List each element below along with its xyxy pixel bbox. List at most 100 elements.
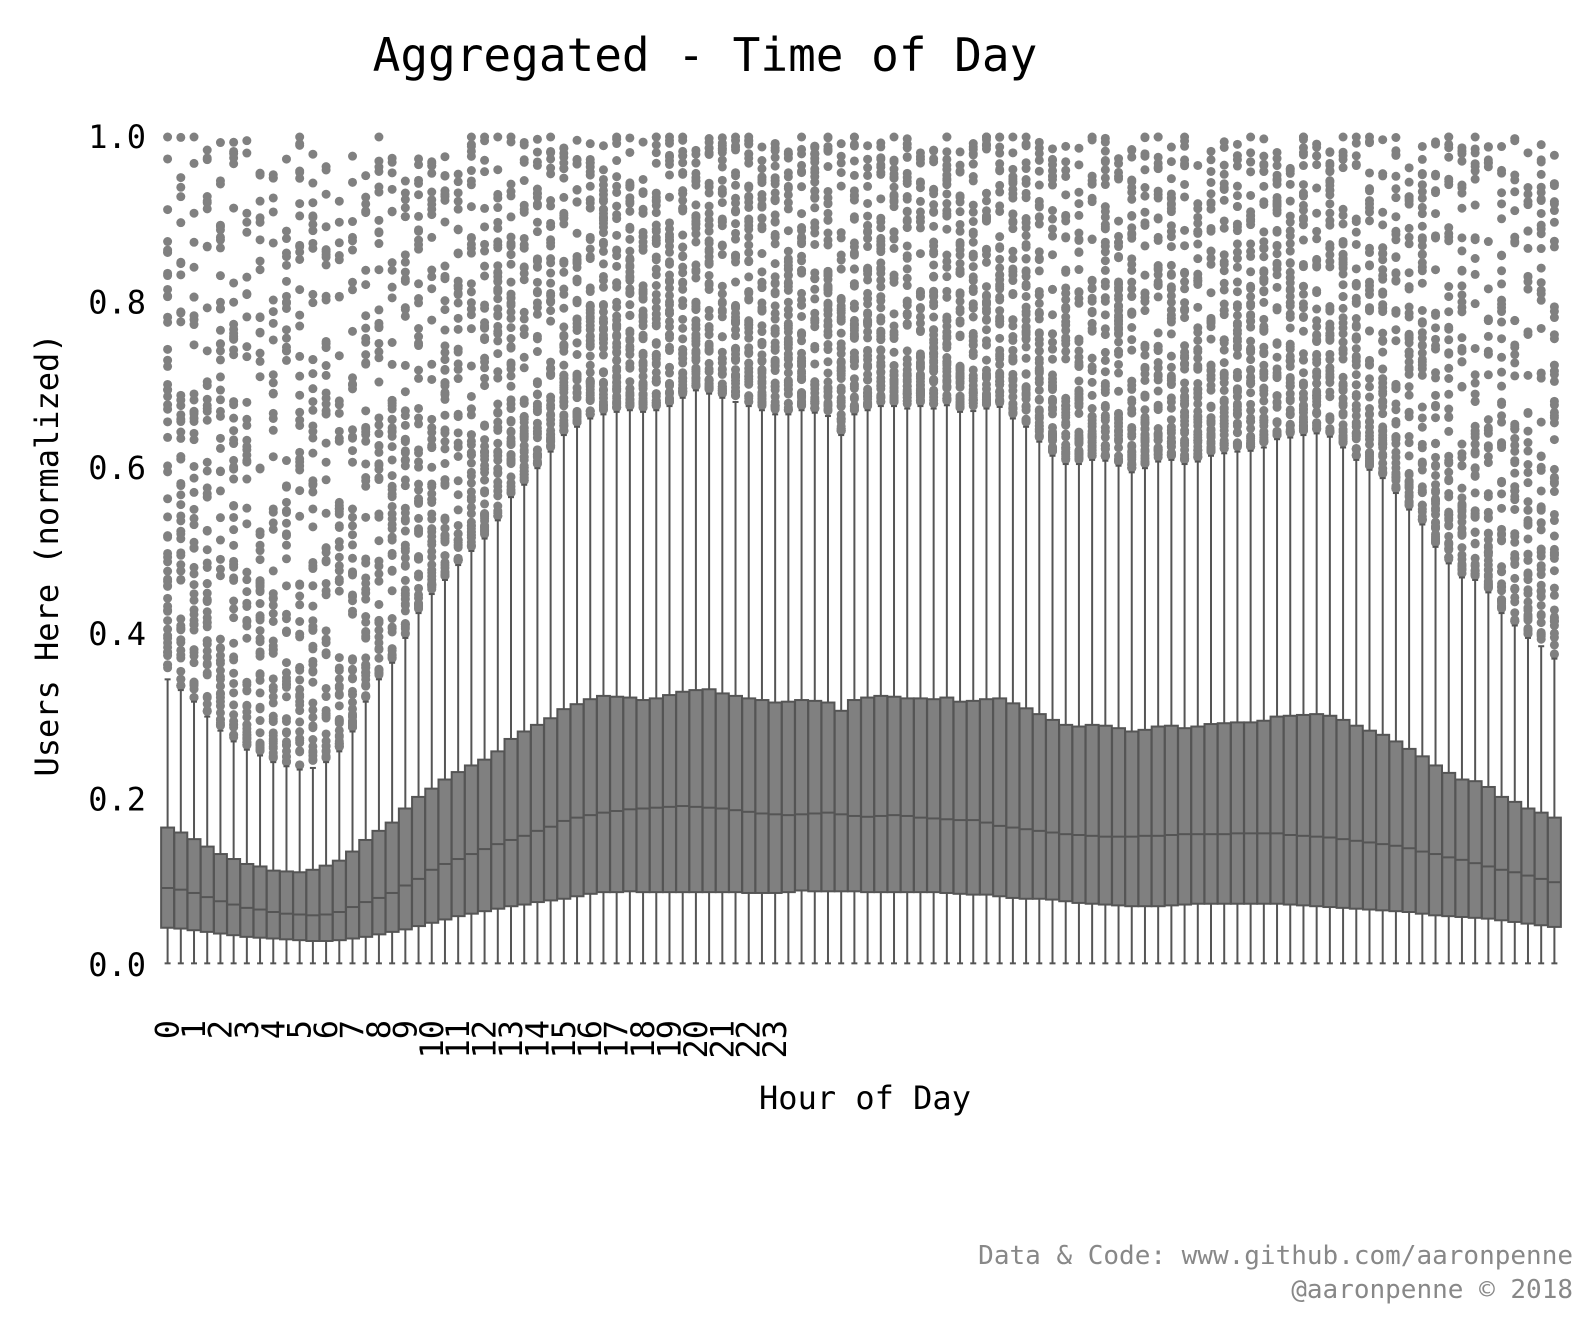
outlier-point	[427, 575, 437, 585]
outlier-point	[1100, 281, 1110, 291]
outlier-point	[176, 490, 186, 500]
outlier-point	[1325, 158, 1335, 168]
outlier-point	[189, 407, 199, 417]
outlier-point	[189, 679, 199, 689]
outlier-point	[915, 385, 925, 395]
outlier-point	[612, 282, 622, 292]
outlier-point	[942, 312, 952, 322]
outlier-point	[1074, 235, 1084, 245]
outlier-point	[506, 212, 516, 222]
outlier-point	[387, 415, 397, 425]
outlier-point	[427, 161, 437, 171]
outlier-point	[744, 379, 754, 389]
outlier-point	[348, 151, 358, 161]
outlier-point	[598, 343, 608, 353]
outlier-point	[268, 753, 278, 763]
outlier-point	[704, 378, 714, 388]
outlier-point	[651, 339, 661, 349]
outlier-point	[1087, 308, 1097, 318]
outlier-point	[453, 542, 463, 552]
outlier-point	[506, 232, 516, 242]
outlier-point	[1219, 195, 1229, 205]
outlier-point	[453, 324, 463, 334]
outlier-point	[1232, 277, 1242, 287]
outlier-point	[1325, 412, 1335, 422]
outlier-point	[281, 506, 291, 516]
outlier-point	[1153, 152, 1163, 162]
outlier-point	[955, 240, 965, 250]
outlier-point	[374, 561, 384, 571]
outlier-point	[295, 415, 305, 425]
outlier-point	[321, 438, 331, 448]
outlier-point	[625, 300, 635, 310]
outlier-point	[453, 374, 463, 384]
outlier-point	[1246, 388, 1256, 398]
outlier-point	[1193, 212, 1203, 222]
outlier-point	[770, 279, 780, 289]
outlier-point	[215, 634, 225, 644]
outlier-point	[295, 211, 305, 221]
outlier-point	[1100, 180, 1110, 190]
outlier-point	[651, 281, 661, 291]
outlier-point	[625, 359, 635, 369]
outlier-point	[163, 404, 173, 414]
outlier-point	[334, 291, 344, 301]
outlier-point	[242, 474, 252, 484]
outlier-point	[1153, 430, 1163, 440]
outlier-point	[295, 632, 305, 642]
outlier-point	[1140, 132, 1150, 142]
outlier-point	[1325, 257, 1335, 267]
outlier-point	[995, 206, 1005, 216]
outlier-point	[1232, 202, 1242, 212]
outlier-point	[995, 242, 1005, 252]
outlier-point	[849, 392, 859, 402]
outlier-point	[823, 368, 833, 378]
outlier-point	[176, 192, 186, 202]
outlier-point	[281, 756, 291, 766]
outlier-point	[321, 457, 331, 467]
outlier-point	[598, 307, 608, 317]
outlier-point	[229, 638, 239, 648]
outlier-point	[823, 269, 833, 279]
outlier-point	[1074, 199, 1084, 209]
outlier-point	[810, 273, 820, 283]
outlier-point	[308, 698, 318, 708]
outlier-point	[268, 524, 278, 534]
outlier-point	[295, 447, 305, 457]
outlier-point	[163, 593, 173, 603]
outlier-point	[783, 327, 793, 337]
outlier-point	[995, 397, 1005, 407]
outlier-point	[1061, 429, 1071, 439]
outlier-point	[400, 437, 410, 447]
outlier-point	[466, 440, 476, 450]
outlier-point	[612, 348, 622, 358]
outlier-point	[1166, 221, 1176, 231]
outlier-point	[704, 236, 714, 246]
outlier-point	[281, 658, 291, 668]
outlier-point	[942, 367, 952, 377]
outlier-point	[717, 369, 727, 379]
outlier-point	[1166, 397, 1176, 407]
outlier-point	[202, 394, 212, 404]
outlier-point	[334, 351, 344, 361]
outlier-point	[255, 647, 265, 657]
outlier-point	[1127, 431, 1137, 441]
outlier-point	[466, 471, 476, 481]
outlier-point	[1259, 437, 1269, 447]
outlier-point	[1206, 413, 1216, 423]
outlier-point	[625, 345, 635, 355]
outlier-point	[1021, 369, 1031, 379]
outlier-point	[1298, 312, 1308, 322]
outlier-point	[810, 322, 820, 332]
outlier-point	[1100, 237, 1110, 247]
outlier-point	[1048, 214, 1058, 224]
outlier-point	[559, 219, 569, 229]
outlier-point	[598, 386, 608, 396]
outlier-point	[849, 156, 859, 166]
outlier-point	[1298, 259, 1308, 269]
outlier-point	[334, 561, 344, 571]
outlier-point	[717, 347, 727, 357]
outlier-point	[295, 199, 305, 209]
outlier-point	[876, 236, 886, 246]
outlier-point	[453, 276, 463, 286]
